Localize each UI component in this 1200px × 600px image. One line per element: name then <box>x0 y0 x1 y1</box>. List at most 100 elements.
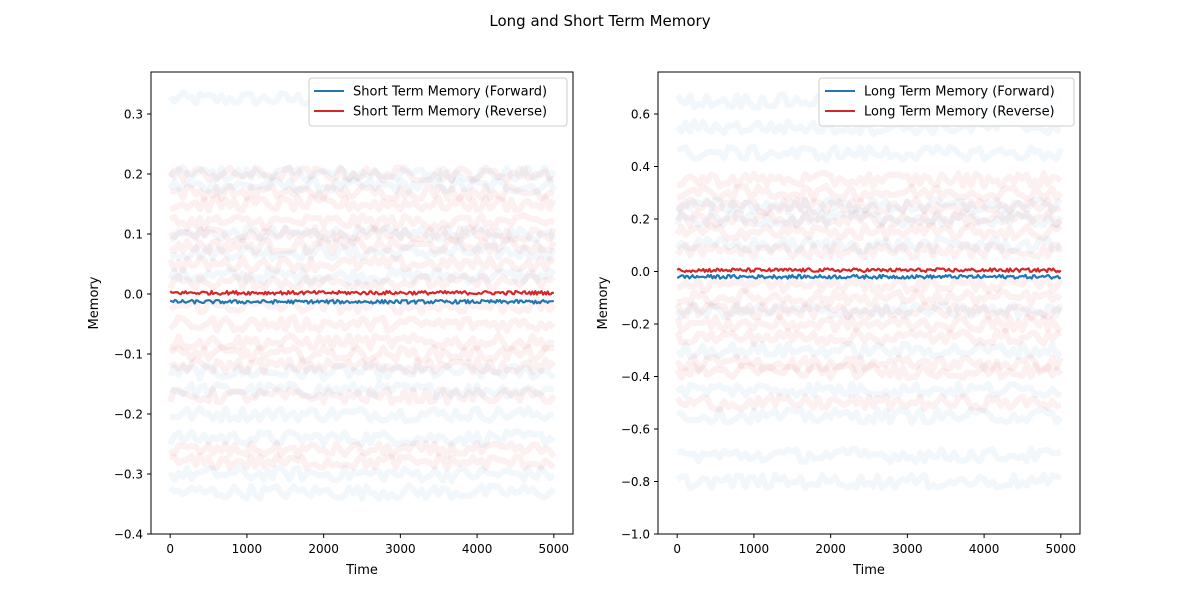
y-tick-label: 0.3 <box>124 108 143 122</box>
background-trace <box>167 272 556 292</box>
y-tick-label: −1.0 <box>621 528 650 542</box>
background-trace <box>676 445 1063 466</box>
background-trace <box>675 471 1062 492</box>
y-axis: −1.0 −0.8 −0.6 −0.4 −0.2 0.0 0.2 0.4 0.6 <box>621 108 658 542</box>
x-tick-label: 3000 <box>892 542 923 556</box>
x-tick-label: 3000 <box>385 542 416 556</box>
background-trace <box>167 362 557 382</box>
background-trace <box>674 392 1062 413</box>
background-trace <box>168 482 556 502</box>
plot-frame <box>657 71 1081 535</box>
background-trace <box>168 314 556 334</box>
y-tick-label: 0.0 <box>124 288 143 302</box>
x-tick-label: 5000 <box>1046 542 1077 556</box>
background-trace <box>167 164 555 184</box>
chart-panel-short-term: 0 1000 2000 3000 4000 5000 −0.4 −0.3 −0.2 −0.1 0.… <box>87 71 574 578</box>
x-tick-label: 2000 <box>308 542 339 556</box>
legend-entry-reverse: Short Term Memory (Reverse) <box>353 105 547 120</box>
y-tick-label: 0.2 <box>631 213 650 227</box>
background-traces <box>674 91 1064 492</box>
background-trace <box>167 224 557 244</box>
background-trace <box>169 404 555 424</box>
y-tick-label: −0.2 <box>621 318 650 332</box>
figure-title: Long and Short Term Memory <box>489 12 710 30</box>
background-trace <box>167 164 557 184</box>
background-trace <box>167 464 556 484</box>
x-tick-label: 4000 <box>969 542 1000 556</box>
x-tick-label: 5000 <box>539 542 570 556</box>
x-axis-label: Time <box>345 563 378 578</box>
y-tick-label: −0.6 <box>621 423 650 437</box>
plot-frame <box>150 71 574 535</box>
background-trace <box>676 288 1063 308</box>
x-tick-label: 0 <box>166 542 174 556</box>
background-trace <box>169 182 555 202</box>
background-trace <box>676 196 1063 216</box>
background-trace <box>674 222 1063 242</box>
legend-entry-reverse: Long Term Memory (Reverse) <box>864 105 1055 120</box>
series-lines <box>676 267 1062 280</box>
y-tick-label: −0.3 <box>114 468 143 482</box>
legend-entry-forward: Long Term Memory (Forward) <box>864 85 1055 100</box>
x-axis-label: Time <box>852 563 885 578</box>
x-tick-label: 2000 <box>815 542 846 556</box>
y-tick-label: −0.4 <box>114 528 143 542</box>
background-trace <box>674 209 1063 229</box>
x-axis: 0 1000 2000 3000 4000 5000 <box>166 534 569 556</box>
y-axis: −0.4 −0.3 −0.2 −0.1 0.0 0.1 0.2 0.3 <box>114 108 151 542</box>
y-tick-label: −0.4 <box>621 370 650 384</box>
y-axis-label: Memory <box>87 276 102 329</box>
y-tick-label: −0.2 <box>114 408 143 422</box>
background-trace <box>167 254 556 274</box>
x-axis: 0 1000 2000 3000 4000 5000 <box>673 534 1076 556</box>
background-trace <box>674 353 1064 374</box>
background-trace <box>169 380 555 400</box>
background-trace <box>674 327 1062 347</box>
background-trace <box>675 340 1063 361</box>
y-axis-label: Memory <box>596 276 611 329</box>
background-trace <box>676 406 1064 426</box>
background-trace <box>169 452 556 472</box>
chart-panel-long-term: 0 1000 2000 3000 4000 5000 −1.0 −0.8 −0.6 −0.4 −0… <box>596 71 1081 578</box>
series-line-reverse <box>169 289 555 296</box>
background-trace <box>170 242 557 262</box>
background-trace <box>167 176 557 196</box>
legend-box <box>308 77 568 127</box>
background-trace <box>674 301 1064 321</box>
series-line-forward <box>169 298 554 305</box>
y-tick-label: 0.2 <box>124 168 143 182</box>
background-trace <box>675 380 1063 400</box>
legend: Long Term Memory (Forward) Long Term Mem… <box>818 77 1075 127</box>
y-tick-label: 0.6 <box>631 108 650 122</box>
y-tick-label: 0.1 <box>124 228 143 242</box>
background-trace <box>168 344 555 364</box>
background-trace <box>167 386 557 406</box>
legend-box <box>818 77 1075 127</box>
series-line-forward <box>676 273 1062 280</box>
legend-entry-forward: Short Term Memory (Forward) <box>353 85 547 100</box>
background-trace <box>677 169 1063 190</box>
y-tick-label: 0.0 <box>631 265 650 279</box>
background-trace <box>675 182 1064 203</box>
background-trace <box>169 356 557 376</box>
y-tick-label: −0.8 <box>621 475 650 489</box>
background-trace <box>168 332 555 352</box>
background-trace <box>168 212 555 232</box>
background-traces <box>167 89 557 502</box>
background-trace <box>674 301 1063 321</box>
background-trace <box>674 209 1064 229</box>
background-trace <box>168 224 557 244</box>
background-trace <box>168 440 557 460</box>
background-trace <box>674 361 1064 382</box>
x-tick-label: 1000 <box>232 542 263 556</box>
background-trace <box>167 428 556 448</box>
background-trace <box>167 266 556 286</box>
background-trace <box>674 314 1063 334</box>
y-tick-label: 0.4 <box>631 160 650 174</box>
background-trace <box>676 143 1064 164</box>
legend: Short Term Memory (Forward) Short Term M… <box>308 77 568 127</box>
background-trace <box>674 241 1064 261</box>
y-tick-label: −0.1 <box>114 348 143 362</box>
background-trace <box>168 236 557 256</box>
